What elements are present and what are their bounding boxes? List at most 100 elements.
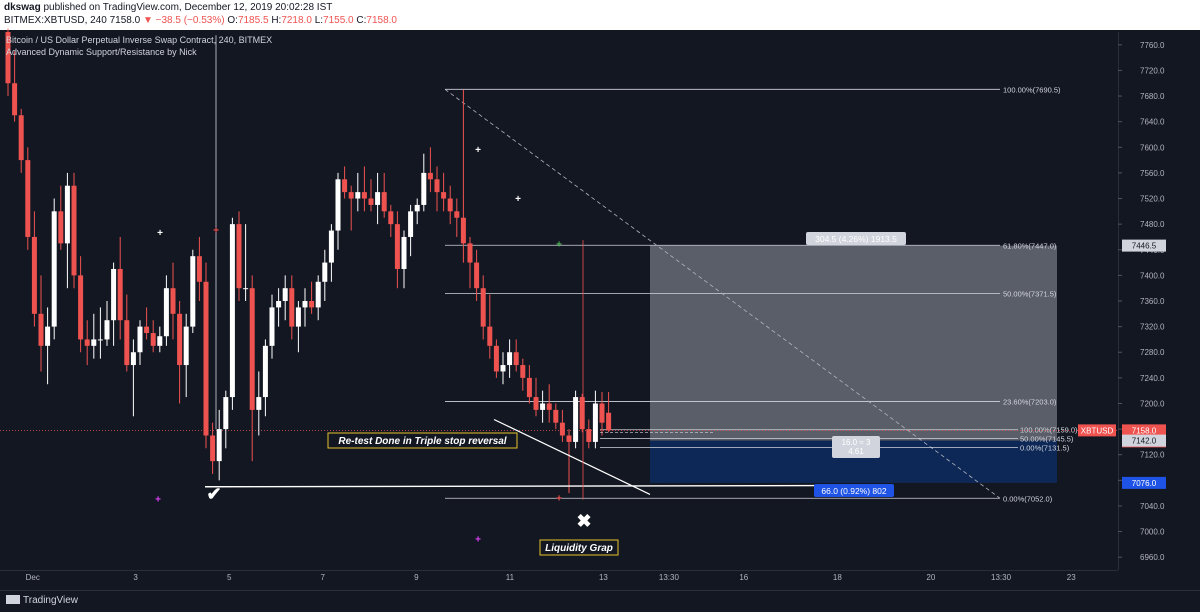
y-tick-label: 7320.0 <box>1140 323 1165 332</box>
y-tick-label: 7200.0 <box>1140 399 1165 408</box>
y-tick-label: 7120.0 <box>1140 451 1165 460</box>
candle-body <box>210 435 216 462</box>
candle-body <box>150 333 156 346</box>
candle-body <box>388 211 394 225</box>
y-tick-label: 7280.0 <box>1140 348 1165 357</box>
candle-body <box>546 403 552 410</box>
retest-annotation-label: Re-test Done in Triple stop reversal <box>338 436 506 447</box>
candle-body <box>256 397 262 410</box>
fib-trend-line <box>444 89 1001 499</box>
publish-line: dkswag published on TradingView.com, Dec… <box>4 2 332 13</box>
candle-body <box>592 403 598 442</box>
candle-body <box>144 326 150 334</box>
candle-body <box>31 236 37 314</box>
liquidity-annotation-box <box>539 539 619 556</box>
candle-body <box>84 339 90 346</box>
candle-body <box>553 409 559 423</box>
signal-plus-icon: + <box>475 534 481 545</box>
candle-body <box>196 256 202 282</box>
price-tag-label: 7142.0 <box>1132 437 1157 446</box>
signal-plus-icon: + <box>515 194 521 205</box>
candle-body <box>375 192 381 205</box>
y-tick-label: 7560.0 <box>1140 169 1165 178</box>
candle-body <box>276 301 282 308</box>
y-tick-label: 7000.0 <box>1140 528 1165 537</box>
fib-small-label: 100.00%(7159.0) <box>1020 426 1078 435</box>
y-tick-label: 7600.0 <box>1140 143 1165 152</box>
candle-body <box>487 326 493 346</box>
signal-plus-icon: + <box>155 495 161 506</box>
candle-body <box>236 224 242 289</box>
ratio-label-line1: 16.0 ≈ 3 <box>842 438 871 447</box>
price-tag-label: 7076.0 <box>1132 479 1157 488</box>
y-tick-label: 6960.0 <box>1140 553 1165 562</box>
chart-background <box>0 30 1200 590</box>
candle-body <box>335 179 341 231</box>
quote-line: BITMEX:XBTUSD, 240 7158.0 ▼ −38.5 (−0.53… <box>4 15 397 26</box>
ratio-label-bg <box>832 436 880 458</box>
price-tag-bg <box>1122 424 1166 437</box>
low-value: 7155.0 <box>323 15 354 26</box>
fib-level-label: 0.00%(7052.0) <box>1003 494 1053 503</box>
fib-level-label: 50.00%(7371.5) <box>1003 290 1057 299</box>
candle-body <box>282 288 288 301</box>
candle-body <box>559 422 565 436</box>
candle-body <box>38 313 44 346</box>
symbol-tag-label: XBTUSD <box>1081 426 1114 435</box>
candle-body <box>526 377 532 398</box>
price-tag-bg <box>1122 239 1166 252</box>
candle-body <box>441 192 447 199</box>
stop-label-bg <box>806 232 906 245</box>
candle-body <box>421 172 427 205</box>
price-change: ▼ −38.5 (−0.53%) <box>142 15 225 26</box>
x-tick-label: 11 <box>506 573 515 582</box>
candle-body <box>368 198 374 205</box>
candle-body <box>381 192 387 212</box>
y-tick-label: 7400.0 <box>1140 271 1165 280</box>
candle-body <box>401 236 407 269</box>
stop-label: 304.5 (4.26%) 1913.5 <box>815 234 897 244</box>
x-tick-label: 18 <box>833 573 842 582</box>
y-tick-label: 7040.0 <box>1140 502 1165 511</box>
price-tag-label: 7158.0 <box>1132 426 1157 435</box>
price-tag-label: 7446.5 <box>1132 242 1157 251</box>
candle-body <box>25 160 31 237</box>
fib-level-label: 23.60%(7203.0) <box>1003 398 1057 407</box>
candle-body <box>573 397 579 442</box>
candle-body <box>454 211 460 218</box>
x-tick-label: 7 <box>321 573 326 582</box>
candle-body <box>427 172 433 180</box>
target-label-bg <box>814 484 894 497</box>
candle-body <box>480 288 486 327</box>
candle-body <box>163 288 169 337</box>
chart-legend: Bitcoin / US Dollar Perpetual Inverse Sw… <box>6 34 272 58</box>
candle-body <box>606 412 612 431</box>
candle-body <box>302 301 308 308</box>
brand-label: TradingView <box>23 595 79 606</box>
candle-body <box>295 307 301 327</box>
indicator-title: Advanced Dynamic Support/Resistance by N… <box>6 47 197 57</box>
candle-body <box>408 211 414 237</box>
candle-body <box>124 320 130 366</box>
candle-body <box>447 198 453 212</box>
checkmark-icon: ✔ <box>206 484 221 504</box>
target-label: 66.0 (0.92%) 802 <box>821 486 886 496</box>
x-tick-label: 5 <box>227 573 232 582</box>
tradingview-brand[interactable]: TradingView <box>6 595 78 606</box>
low-label: L: <box>314 15 324 26</box>
candle-body <box>493 345 499 372</box>
candle-body <box>157 336 163 346</box>
symbol-tag-bg <box>1078 424 1116 437</box>
candle-body <box>130 352 136 366</box>
candle-body <box>474 262 480 289</box>
candle-body <box>229 224 235 398</box>
y-tick-label: 7720.0 <box>1140 66 1165 75</box>
ratio-label-line2: 4.61 <box>848 447 864 456</box>
candle-body <box>249 288 255 410</box>
publisher-name[interactable]: dkswag <box>4 2 41 13</box>
last-price: 7158.0 <box>109 15 141 26</box>
candle-body <box>269 307 275 346</box>
price-tag-bg <box>1122 434 1166 447</box>
candle-body <box>203 281 209 436</box>
